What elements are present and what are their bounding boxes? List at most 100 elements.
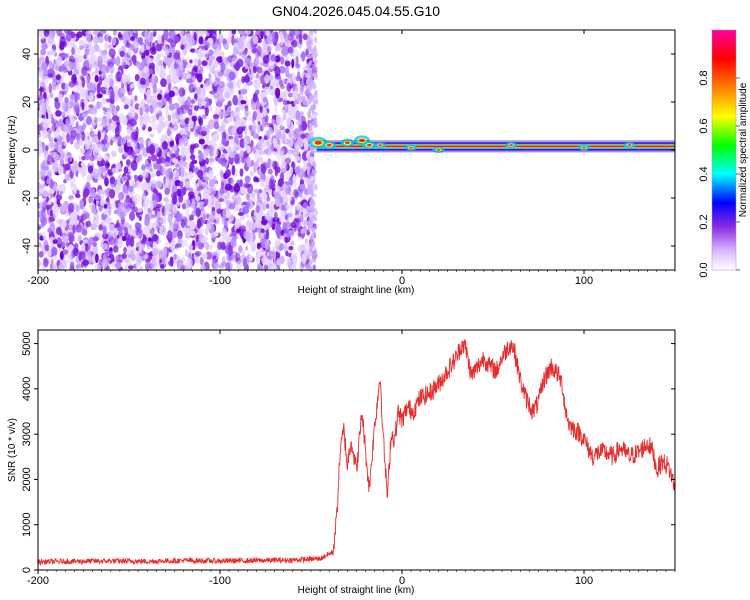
- noise-speckle: [41, 188, 49, 197]
- noise-speckle: [264, 185, 270, 194]
- noise-speckle: [112, 245, 119, 253]
- noise-speckle: [142, 192, 146, 201]
- noise-speckle: [213, 80, 219, 87]
- noise-speckle: [141, 183, 145, 192]
- noise-speckle: [239, 179, 243, 188]
- noise-speckle: [91, 130, 95, 138]
- noise-speckle: [313, 57, 317, 63]
- noise-speckle: [236, 228, 241, 233]
- noise-speckle: [313, 104, 316, 110]
- noise-speckle: [60, 203, 66, 214]
- noise-speckle: [115, 71, 122, 82]
- noise-speckle: [86, 115, 92, 126]
- noise-speckle: [51, 264, 57, 270]
- noise-speckle: [110, 202, 116, 210]
- noise-speckle: [314, 183, 318, 189]
- noise-speckle: [256, 66, 263, 74]
- noise-speckle: [284, 214, 289, 220]
- noise-speckle: [309, 30, 313, 34]
- noise-speckle: [64, 149, 69, 160]
- noise-speckle: [39, 56, 45, 62]
- noise-speckle: [260, 232, 265, 240]
- noise-speckle: [276, 147, 280, 155]
- noise-speckle: [225, 183, 233, 191]
- noise-speckle: [261, 202, 267, 211]
- noise-speckle: [97, 130, 102, 141]
- noise-speckle: [202, 213, 206, 223]
- noise-speckle: [226, 145, 233, 153]
- noise-speckle: [280, 210, 285, 216]
- noise-speckle: [60, 219, 67, 229]
- noise-speckle: [297, 233, 303, 238]
- noise-speckle: [67, 101, 72, 110]
- noise-speckle: [216, 45, 221, 56]
- noise-speckle: [290, 252, 296, 262]
- noise-speckle: [159, 90, 163, 95]
- noise-speckle: [309, 124, 313, 130]
- noise-speckle: [145, 49, 150, 57]
- noise-speckle: [38, 152, 41, 158]
- noise-speckle: [49, 60, 54, 71]
- noise-speckle: [68, 62, 76, 69]
- noise-speckle: [193, 112, 198, 117]
- colorbar-label: Normalized spectral amplitude: [738, 82, 749, 217]
- noise-speckle: [244, 107, 249, 118]
- noise-speckle: [160, 78, 167, 88]
- noise-speckle: [121, 137, 126, 146]
- noise-speckle: [134, 95, 138, 102]
- noise-speckle: [104, 177, 109, 187]
- noise-speckle: [222, 38, 227, 45]
- noise-speckle: [81, 123, 87, 131]
- noise-speckle: [164, 210, 170, 216]
- noise-speckle: [215, 156, 219, 162]
- noise-speckle: [144, 253, 149, 260]
- noise-speckle: [202, 236, 208, 243]
- noise-speckle: [189, 59, 193, 64]
- noise-speckle: [307, 156, 311, 162]
- noise-speckle: [81, 229, 88, 236]
- noise-speckle: [234, 154, 240, 164]
- noise-speckle: [171, 238, 176, 249]
- noise-speckle: [183, 137, 189, 147]
- colorbar-tick-label: 0.6: [698, 118, 710, 133]
- noise-speckle: [314, 66, 318, 72]
- noise-speckle: [257, 124, 261, 134]
- noise-speckle: [209, 64, 215, 69]
- noise-speckle: [98, 75, 103, 86]
- noise-speckle: [152, 240, 157, 250]
- noise-speckle: [304, 238, 308, 244]
- noise-speckle: [279, 150, 285, 159]
- noise-speckle: [280, 56, 285, 65]
- noise-speckle: [86, 174, 91, 183]
- noise-speckle: [88, 104, 94, 109]
- noise-speckle: [148, 144, 156, 156]
- noise-speckle: [161, 97, 168, 106]
- noise-speckle: [214, 180, 219, 185]
- noise-speckle: [96, 140, 100, 147]
- noise-speckle: [215, 197, 218, 207]
- noise-speckle: [267, 157, 271, 169]
- noise-speckle: [92, 115, 99, 126]
- noise-speckle: [189, 48, 196, 53]
- noise-speckle: [81, 166, 88, 175]
- noise-speckle: [231, 194, 236, 200]
- noise-speckle: [72, 160, 78, 168]
- noise-speckle: [168, 103, 176, 111]
- noise-speckle: [125, 159, 131, 166]
- noise-speckle: [203, 83, 210, 91]
- noise-speckle: [38, 202, 41, 209]
- noise-speckle: [131, 107, 136, 118]
- noise-speckle: [50, 145, 57, 150]
- signal-blob: [509, 144, 513, 147]
- noise-speckle: [312, 176, 316, 182]
- noise-speckle: [60, 241, 66, 248]
- noise-speckle: [121, 61, 127, 69]
- noise-speckle: [234, 61, 241, 71]
- noise-speckle: [185, 249, 189, 258]
- noise-speckle: [212, 142, 218, 148]
- noise-speckle: [152, 233, 158, 242]
- noise-speckle: [246, 156, 252, 168]
- noise-speckle: [222, 256, 226, 264]
- noise-speckle: [227, 105, 233, 113]
